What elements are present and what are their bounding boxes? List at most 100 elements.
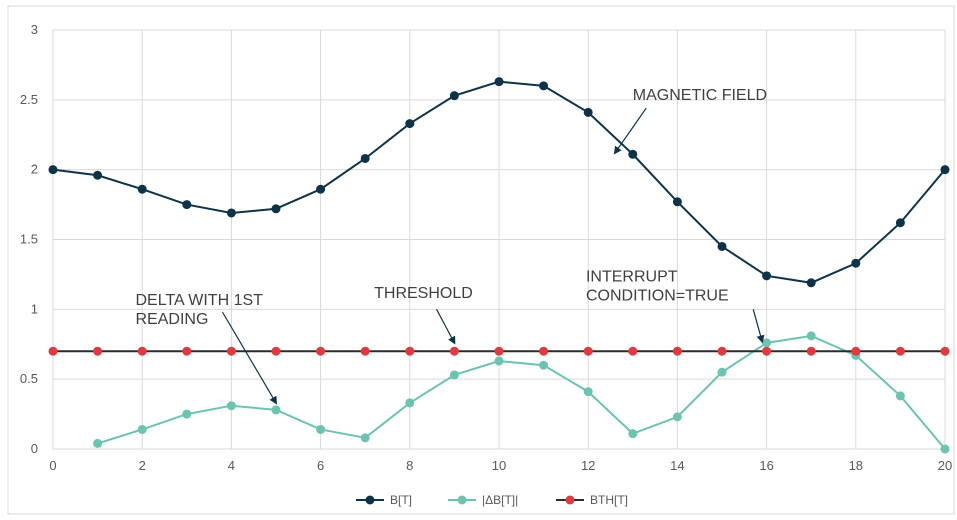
data-point xyxy=(717,346,727,356)
annotation: MAGNETIC FIELD xyxy=(613,87,767,155)
data-point xyxy=(895,391,905,401)
grid xyxy=(52,29,946,450)
data-point xyxy=(405,398,415,408)
data-point xyxy=(940,444,950,454)
data-point xyxy=(672,346,682,356)
data-point xyxy=(494,356,504,366)
data-point xyxy=(895,218,905,228)
data-point xyxy=(539,346,549,356)
data-point xyxy=(494,346,504,356)
x-tick-label: 20 xyxy=(938,458,952,473)
data-point xyxy=(226,208,236,218)
data-point xyxy=(672,412,682,422)
x-tick-label: 10 xyxy=(492,458,506,473)
series-line xyxy=(97,334,946,450)
legend-item: B[T] xyxy=(356,493,412,507)
series-group xyxy=(48,77,950,454)
annotation-text: READING xyxy=(136,311,209,328)
data-point xyxy=(360,153,370,163)
data-point xyxy=(762,338,772,348)
data-point xyxy=(48,346,58,356)
data-point xyxy=(137,346,147,356)
data-point xyxy=(851,258,861,268)
data-point xyxy=(806,331,816,341)
series-2 xyxy=(48,346,950,356)
data-point xyxy=(226,401,236,411)
y-tick-label: 2.5 xyxy=(20,92,38,107)
data-point xyxy=(182,409,192,419)
data-point xyxy=(628,149,638,159)
data-point xyxy=(672,197,682,207)
data-point xyxy=(226,346,236,356)
data-point xyxy=(806,346,816,356)
annotation-text: THRESHOLD xyxy=(374,285,473,302)
data-point xyxy=(93,438,103,448)
data-point xyxy=(539,81,549,91)
annotations: MAGNETIC FIELD THRESHOLD INTERRUPT CONDITIO… xyxy=(136,87,767,405)
data-point xyxy=(316,184,326,194)
data-point xyxy=(494,77,504,87)
data-point xyxy=(539,360,549,370)
legend-item: BTH[T] xyxy=(556,493,628,507)
data-point xyxy=(717,367,727,377)
x-tick-label: 12 xyxy=(581,458,595,473)
annotation-text: CONDITION=TRUE xyxy=(586,287,729,304)
legend-label: |ΔB[T]| xyxy=(482,493,518,507)
data-point xyxy=(182,200,192,210)
data-point xyxy=(48,165,58,175)
data-point xyxy=(940,346,950,356)
x-tick-label: 8 xyxy=(406,458,413,473)
data-point xyxy=(762,346,772,356)
data-point xyxy=(449,346,459,356)
x-tick-label: 4 xyxy=(228,458,235,473)
x-tick-label: 2 xyxy=(139,458,146,473)
data-point xyxy=(449,91,459,101)
legend-marker xyxy=(457,495,467,505)
data-point xyxy=(583,346,593,356)
data-point xyxy=(449,370,459,380)
chart-border xyxy=(7,5,955,515)
y-tick-label: 1.5 xyxy=(20,232,38,247)
legend: B[T] |ΔB[T]| BTH[T] xyxy=(356,493,628,507)
legend-marker xyxy=(565,495,575,505)
y-tick-label: 0.5 xyxy=(20,371,38,386)
annotation: DELTA WITH 1ST READING xyxy=(136,292,278,405)
annotation-text: DELTA WITH 1ST xyxy=(136,292,264,309)
data-point xyxy=(316,424,326,434)
data-point xyxy=(316,346,326,356)
data-point xyxy=(271,346,281,356)
data-point xyxy=(182,346,192,356)
x-tick-label: 16 xyxy=(759,458,773,473)
annotation-text: MAGNETIC FIELD xyxy=(633,87,767,104)
x-tick-label: 18 xyxy=(849,458,863,473)
data-point xyxy=(93,170,103,180)
legend-marker xyxy=(365,495,375,505)
x-tick-label: 6 xyxy=(317,458,324,473)
legend-label: BTH[T] xyxy=(590,493,628,507)
legend-label: B[T] xyxy=(390,493,412,507)
data-point xyxy=(360,433,370,443)
data-point xyxy=(271,204,281,214)
data-point xyxy=(806,278,816,288)
annotation-arrow xyxy=(613,107,647,155)
y-tick-label: 3 xyxy=(31,22,38,37)
data-point xyxy=(940,165,950,175)
annotation: INTERRUPT CONDITION=TRUE xyxy=(586,268,765,344)
data-point xyxy=(583,107,593,117)
data-point xyxy=(717,241,727,251)
axes: 0 0.5 1 1.5 2 2.5 3 0 2 4 6 8 10 12 14 16 18 20 xyxy=(20,22,952,473)
data-point xyxy=(895,346,905,356)
data-point xyxy=(851,346,861,356)
data-point xyxy=(628,346,638,356)
annotation-text: INTERRUPT xyxy=(586,268,678,285)
x-tick-label: 14 xyxy=(670,458,684,473)
y-tick-label: 0 xyxy=(31,441,38,456)
annotation-arrow xyxy=(436,309,456,345)
annotation-arrow xyxy=(221,311,278,405)
data-point xyxy=(762,271,772,281)
data-point xyxy=(405,119,415,129)
data-point xyxy=(360,346,370,356)
